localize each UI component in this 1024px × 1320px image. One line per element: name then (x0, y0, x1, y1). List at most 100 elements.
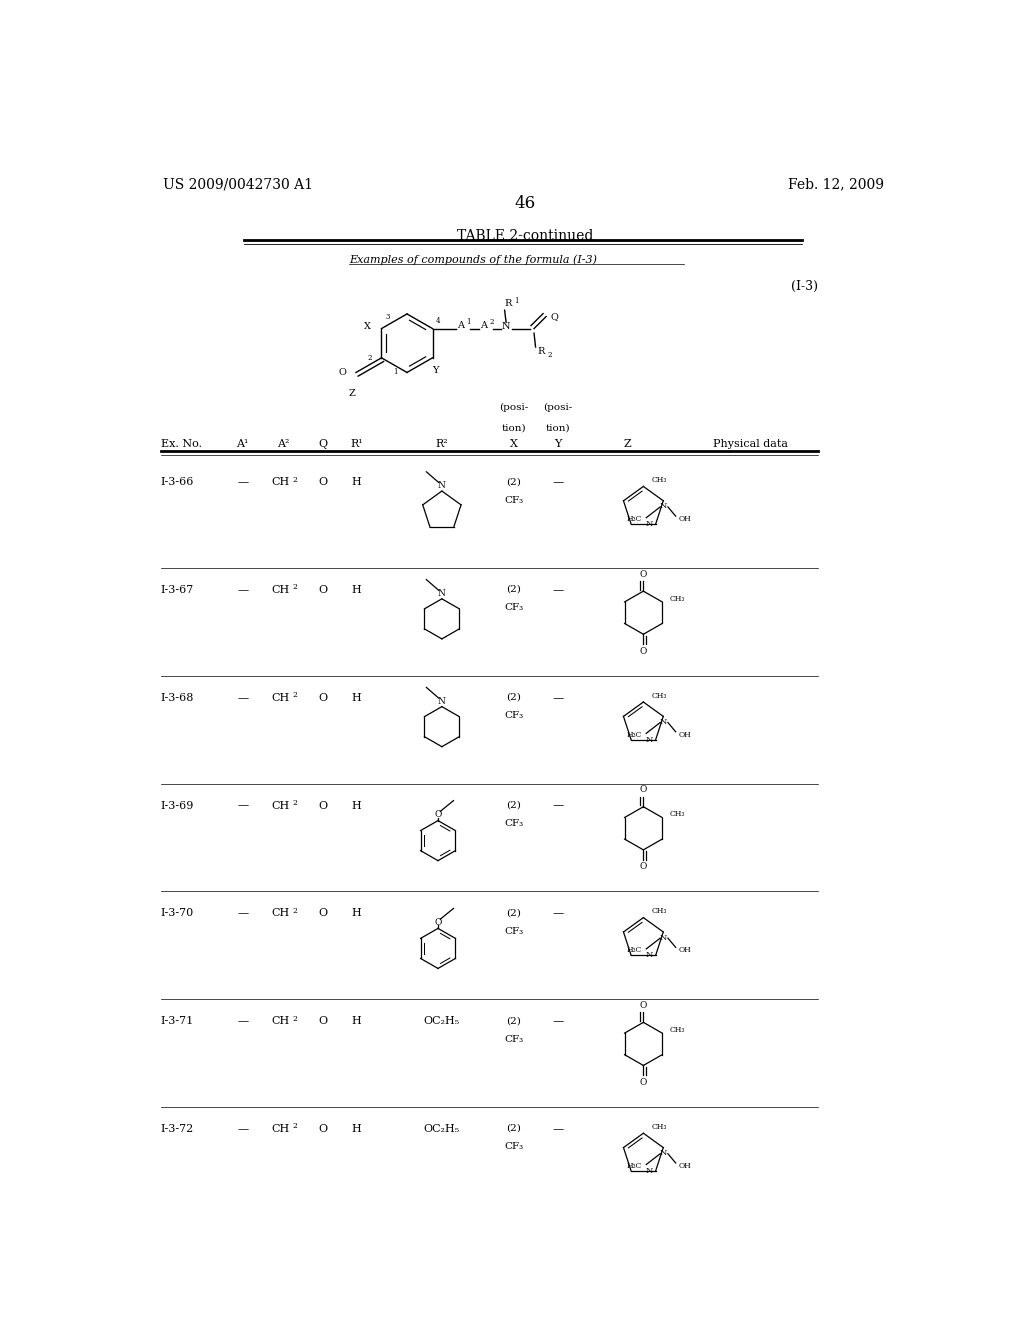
Text: —: — (238, 908, 248, 919)
Text: CH: CH (271, 908, 290, 919)
Text: tion): tion) (546, 424, 570, 432)
Text: O: O (318, 800, 328, 810)
Text: CH: CH (271, 585, 290, 595)
Text: H: H (352, 478, 361, 487)
Text: 2: 2 (292, 799, 297, 807)
Text: N: N (438, 589, 445, 598)
Text: Examples of compounds of the formula (I-3): Examples of compounds of the formula (I-… (349, 255, 597, 265)
Text: —: — (553, 693, 563, 702)
Text: —: — (553, 478, 563, 487)
Text: H: H (352, 1016, 361, 1026)
Text: N: N (438, 482, 445, 490)
Text: I-3-71: I-3-71 (161, 1016, 194, 1026)
Text: —: — (553, 800, 563, 810)
Text: —: — (553, 1016, 563, 1026)
Text: I-3-66: I-3-66 (161, 478, 194, 487)
Text: CH₃: CH₃ (651, 692, 667, 700)
Text: O: O (640, 785, 647, 795)
Text: 4: 4 (435, 317, 440, 325)
Text: I-3-67: I-3-67 (161, 585, 194, 595)
Text: (2): (2) (507, 908, 521, 917)
Text: (2): (2) (507, 1016, 521, 1026)
Text: —: — (238, 478, 248, 487)
Text: OH: OH (679, 731, 691, 739)
Text: (2): (2) (507, 800, 521, 809)
Text: 2: 2 (292, 475, 297, 483)
Text: R: R (538, 347, 545, 356)
Text: (posi-: (posi- (544, 404, 572, 412)
Text: 2: 2 (292, 907, 297, 915)
Text: H₃C: H₃C (627, 515, 642, 523)
Text: O: O (434, 917, 441, 927)
Text: H: H (352, 693, 361, 702)
Text: Y: Y (554, 438, 562, 449)
Text: O: O (318, 1123, 328, 1134)
Text: 1: 1 (467, 318, 471, 326)
Text: (2): (2) (507, 585, 521, 594)
Text: OH: OH (679, 515, 691, 523)
Text: (I-3): (I-3) (791, 280, 817, 293)
Text: A¹: A¹ (237, 438, 249, 449)
Text: TABLE 2-continued: TABLE 2-continued (457, 230, 593, 243)
Text: CF₃: CF₃ (505, 496, 523, 504)
Text: CH: CH (271, 693, 290, 702)
Text: CF₃: CF₃ (505, 711, 523, 721)
Text: (2): (2) (507, 693, 521, 702)
Text: A: A (480, 321, 487, 330)
Text: O: O (640, 1001, 647, 1010)
Text: CH: CH (271, 1016, 290, 1026)
Text: O: O (318, 693, 328, 702)
Text: US 2009/0042730 A1: US 2009/0042730 A1 (163, 178, 313, 191)
Text: CH₃: CH₃ (651, 477, 667, 484)
Text: N: N (645, 952, 652, 960)
Text: Ex. No.: Ex. No. (161, 438, 202, 449)
Text: I-3-70: I-3-70 (161, 908, 194, 919)
Text: H: H (352, 585, 361, 595)
Text: Z: Z (349, 389, 355, 399)
Text: CF₃: CF₃ (505, 1142, 523, 1151)
Text: 2: 2 (292, 692, 297, 700)
Text: OH: OH (679, 946, 691, 954)
Text: 2: 2 (547, 351, 552, 359)
Text: O: O (318, 908, 328, 919)
Text: OC₂H₅: OC₂H₅ (424, 1123, 460, 1134)
Text: N: N (645, 520, 652, 528)
Text: 1: 1 (393, 368, 397, 376)
Text: I-3-68: I-3-68 (161, 693, 194, 702)
Text: OH: OH (679, 1162, 691, 1170)
Text: (posi-: (posi- (500, 404, 528, 412)
Text: R: R (505, 300, 512, 309)
Text: 2: 2 (292, 1015, 297, 1023)
Text: H: H (352, 800, 361, 810)
Text: CH₃: CH₃ (670, 810, 685, 818)
Text: H₃C: H₃C (627, 731, 642, 739)
Text: O: O (318, 478, 328, 487)
Text: N: N (659, 503, 667, 511)
Text: N: N (659, 718, 667, 726)
Text: Z: Z (624, 438, 632, 449)
Text: R²: R² (435, 438, 449, 449)
Text: —: — (553, 908, 563, 919)
Text: H: H (352, 908, 361, 919)
Text: (2): (2) (507, 1123, 521, 1133)
Text: N: N (645, 1167, 652, 1175)
Text: Physical data: Physical data (713, 438, 788, 449)
Text: 2: 2 (368, 354, 372, 362)
Text: 2: 2 (292, 583, 297, 591)
Text: H₃C: H₃C (627, 946, 642, 954)
Text: —: — (238, 585, 248, 595)
Text: O: O (318, 585, 328, 595)
Text: CH₃: CH₃ (670, 595, 685, 603)
Text: CF₃: CF₃ (505, 1035, 523, 1044)
Text: 1: 1 (515, 297, 519, 305)
Text: N: N (438, 697, 445, 706)
Text: 2: 2 (489, 318, 495, 326)
Text: Y: Y (432, 366, 439, 375)
Text: —: — (238, 1016, 248, 1026)
Text: R¹: R¹ (350, 438, 362, 449)
Text: —: — (238, 800, 248, 810)
Text: H: H (352, 1123, 361, 1134)
Text: 46: 46 (514, 195, 536, 213)
Text: X: X (510, 438, 518, 449)
Text: N: N (502, 322, 510, 331)
